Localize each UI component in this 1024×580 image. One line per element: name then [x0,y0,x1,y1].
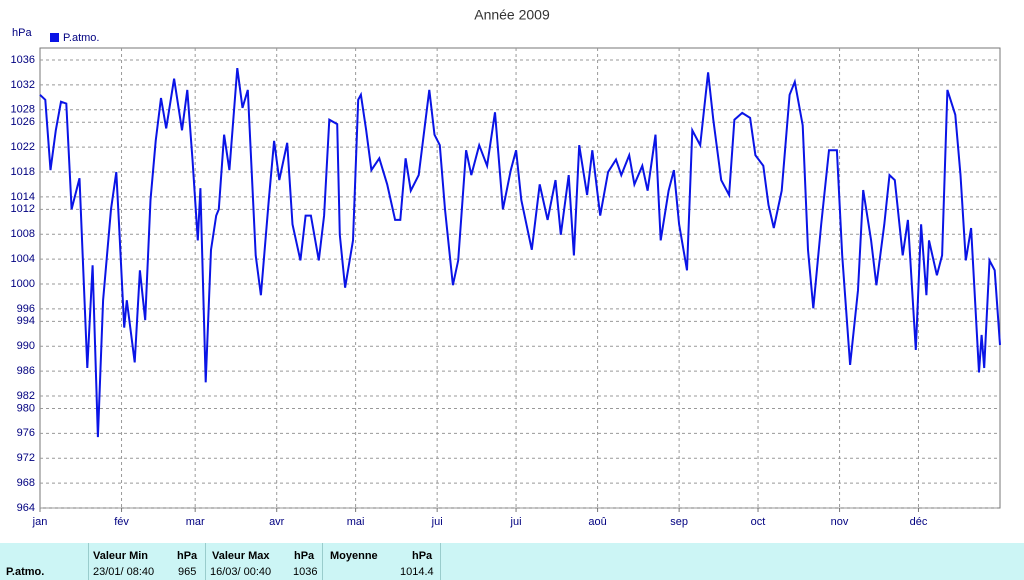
max-header: Valeur Max [212,550,270,562]
max-date: 16/03/ 00:40 [210,566,272,578]
legend-label: P.atmo. [63,32,100,44]
y-tick-label: 996 [17,303,35,315]
y-tick-label: 1036 [11,54,35,66]
min-date: 23/01/ 08:40 [93,566,155,578]
x-tick-label: jui [510,516,522,528]
x-tick-label: sep [670,516,688,528]
row-label: P.atmo. [6,566,45,578]
y-tick-label: 1022 [11,141,35,153]
max-unit: hPa [294,550,315,562]
x-tick-label: aoû [588,516,606,528]
y-tick-label: 1000 [11,278,35,290]
mean-unit: hPa [412,550,433,562]
summary-table: P.atmo. Valeur Min hPa 23/01/ 08:40 965 … [0,543,1024,580]
y-tick-label: 1014 [11,191,35,203]
mean-header: Moyenne [330,550,378,562]
x-tick-label: oct [751,516,766,528]
y-tick-label: 1018 [11,166,35,178]
y-tick-label: 976 [17,427,35,439]
min-value: 965 [178,566,197,578]
chart-title: Année 2009 [474,7,550,23]
y-tick-label: 968 [17,477,35,489]
x-tick-label: jui [431,516,443,528]
max-value: 1036 [293,566,318,578]
x-tick-label: mai [347,516,365,528]
y-tick-label: 1028 [11,104,35,116]
y-tick-label: 990 [17,340,35,352]
y-tick-label: 972 [17,452,35,464]
mean-value: 1014.4 [400,566,434,578]
y-tick-label: 964 [17,502,35,514]
x-tick-label: jan [32,516,48,528]
y-tick-label: 1032 [11,79,35,91]
x-tick-label: avr [269,516,285,528]
min-header: Valeur Min [93,550,149,562]
y-tick-label: 1012 [11,203,35,215]
min-unit: hPa [177,550,198,562]
y-tick-label: 980 [17,402,35,414]
y-tick-label: 1008 [11,228,35,240]
y-tick-label: 982 [17,390,35,402]
y-tick-label: 986 [17,365,35,377]
legend-swatch [50,33,59,42]
y-tick-label: 1026 [11,116,35,128]
x-tick-label: fév [114,516,129,528]
line [39,67,1001,438]
y-axis-label: hPa [12,27,32,39]
y-tick-label: 994 [17,315,35,327]
x-tick-label: déc [910,516,928,528]
x-tick-label: mar [186,516,205,528]
y-tick-label: 1004 [11,253,35,265]
x-tick-label: nov [831,516,849,528]
